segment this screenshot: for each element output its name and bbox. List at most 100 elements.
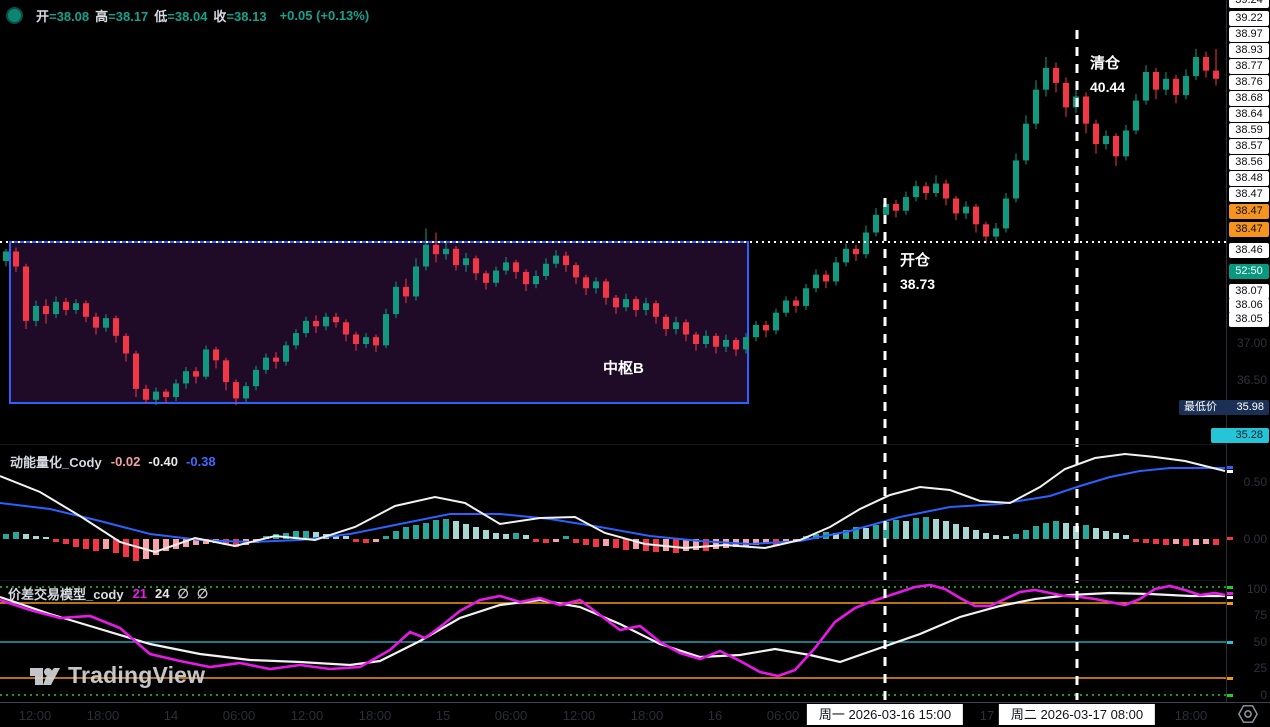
indicator-lines [0, 452, 1226, 678]
price-label: 38.64 [1229, 107, 1269, 122]
exit-annotation[interactable]: 清仓 40.44 [1090, 56, 1125, 94]
candle [1003, 198, 1009, 229]
candle [923, 186, 929, 194]
price-label: 38.57 [1229, 139, 1269, 154]
spread-panel-title[interactable]: 价差交易模型_cody [8, 587, 124, 602]
entry-annotation[interactable]: 开仓 38.73 [900, 253, 935, 291]
price-label: 39.24 [1229, 0, 1269, 8]
candle [483, 273, 489, 283]
box-label[interactable]: 中枢B [603, 360, 644, 377]
price-label: 38.47 [1229, 222, 1269, 237]
axis-tick: 75 [1253, 608, 1267, 622]
ohlc-value: =38.13 [226, 8, 267, 24]
price-label: 38.47 [1229, 187, 1269, 202]
series-visibility-dot[interactable] [6, 6, 23, 24]
candle [1133, 100, 1139, 131]
candle [1113, 135, 1119, 157]
price-label: 38.06 [1229, 298, 1269, 313]
axis-side-tick [1227, 677, 1233, 680]
momentum-panel-title[interactable]: 动能量化_Cody [10, 455, 102, 470]
candle [53, 301, 59, 315]
time-tick: 17 [979, 708, 995, 723]
candle [683, 322, 689, 335]
chart-canvas[interactable] [0, 0, 1226, 702]
axis-side-tick [1227, 694, 1233, 697]
time-tick: 18:00 [358, 708, 392, 723]
tradingview-logo[interactable]: TradingView [30, 662, 205, 689]
candle [783, 300, 789, 313]
ohlc-values: 开=38.08 高=38.17 低=38.04 收=38.13 [30, 6, 267, 25]
candle [363, 337, 369, 344]
central-pivot-box[interactable] [9, 241, 749, 404]
timezone-gear-icon[interactable] [1237, 704, 1259, 724]
candle [123, 335, 129, 354]
candle [103, 318, 109, 328]
lowest-price-label: 最低价 35.98 [1179, 400, 1269, 415]
candle [573, 265, 579, 278]
candle [213, 349, 219, 361]
candle [1183, 76, 1189, 96]
price-label: 38.46 [1229, 243, 1269, 258]
candle [1173, 78, 1179, 96]
spread-panel-header[interactable]: 价差交易模型_cody 21 24 ∅ ∅ [8, 584, 216, 603]
panel-separator[interactable] [0, 444, 1226, 445]
candle [853, 248, 859, 255]
axis-side-tick [1227, 641, 1233, 644]
time-tick: 12:00 [18, 708, 52, 723]
candle [1033, 89, 1039, 124]
candle [273, 357, 279, 362]
indicator-value: -0.02 [110, 454, 141, 469]
candle [413, 266, 419, 297]
momentum-panel-header[interactable]: 动能量化_Cody -0.02 -0.40 -0.38 [10, 452, 224, 471]
candle [1193, 57, 1199, 77]
price-label: 38.97 [1229, 27, 1269, 42]
candle [113, 318, 119, 336]
axis-tick: 36.50 [1236, 373, 1267, 387]
candle [83, 303, 89, 317]
exit-price: 40.44 [1090, 79, 1126, 95]
price-label: 52:50 [1229, 264, 1269, 279]
candle [1163, 78, 1169, 90]
ohlc-value: =38.04 [167, 8, 208, 24]
time-tick: 06:00 [494, 708, 528, 723]
candle [23, 266, 29, 321]
indicator-value: -0.40 [148, 454, 179, 469]
candle [983, 224, 989, 237]
candle [883, 203, 889, 215]
ohlc-label: 开 [36, 8, 50, 24]
candle [523, 271, 529, 285]
price-label: 38.77 [1229, 59, 1269, 74]
panel-separator[interactable] [0, 580, 1226, 581]
candle [433, 244, 439, 255]
candle [563, 255, 569, 266]
candle [63, 301, 69, 310]
candle [133, 353, 139, 389]
entry-price: 38.73 [900, 276, 936, 292]
time-tick: 18:00 [1174, 708, 1208, 723]
ohlc-legend[interactable]: 开=38.08 高=38.17 低=38.04 收=38.13 +0.05 (+0.1… [6, 5, 369, 25]
candle [903, 197, 909, 211]
candle [653, 303, 659, 317]
time-axis[interactable]: 12:00 18:00 14 06:00 12:00 18:00 15 06:00 12:00 1… [0, 702, 1270, 727]
candle [733, 339, 739, 350]
price-axis[interactable]: 39.24 39.22 38.97 38.93 38.77 38.76 38.68 38.64… [1179, 0, 1270, 727]
candle [283, 345, 289, 362]
candle [593, 281, 599, 289]
candle [933, 183, 939, 194]
candle [713, 335, 719, 347]
candle [1013, 160, 1019, 199]
momentum-panel-values: -0.02 -0.40 -0.38 [111, 454, 224, 469]
candle [513, 262, 519, 272]
candlestick-series [3, 48, 1219, 406]
price-label: 38.59 [1229, 123, 1269, 138]
price-label: 38.05 [1229, 312, 1269, 327]
candle [1213, 70, 1219, 79]
time-tick: 06:00 [766, 708, 800, 723]
axis-side-tick [1227, 596, 1233, 599]
candle [633, 299, 639, 310]
candle [143, 388, 149, 400]
candle [353, 334, 359, 344]
candle [503, 262, 509, 271]
axis-side-tick [1227, 466, 1233, 469]
candle [313, 320, 319, 327]
